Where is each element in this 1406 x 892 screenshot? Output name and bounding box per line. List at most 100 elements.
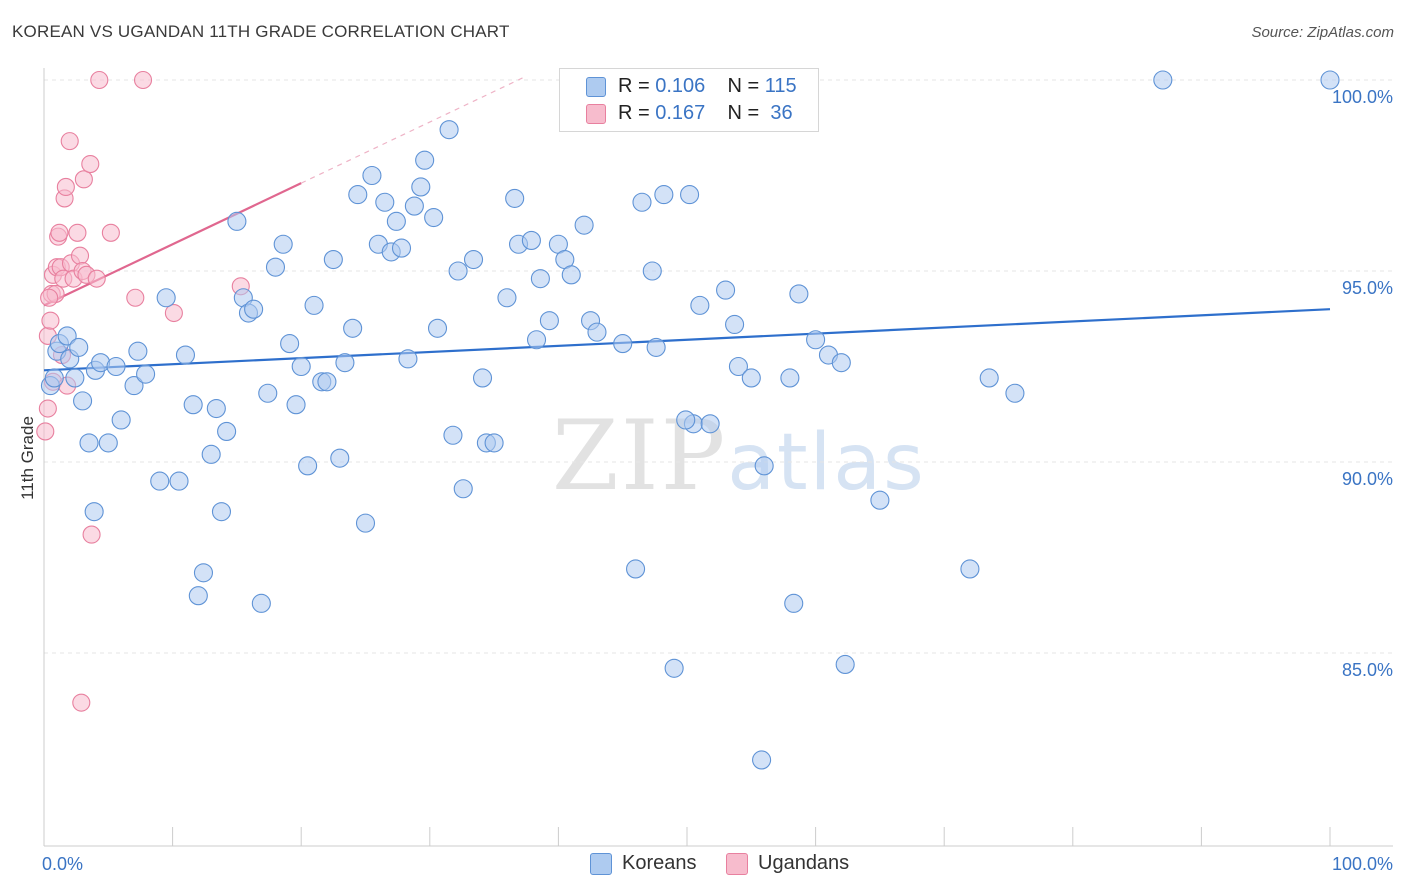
grid xyxy=(44,79,1393,654)
ugandan-point xyxy=(70,246,90,265)
korean-point xyxy=(286,395,306,415)
korean-point xyxy=(835,654,855,675)
korean-point xyxy=(106,356,126,377)
korean-point xyxy=(1153,70,1173,90)
korean-point xyxy=(84,502,104,522)
korean-point xyxy=(206,398,226,419)
korean-point xyxy=(979,368,999,388)
korean-point xyxy=(870,490,890,510)
korean-point xyxy=(664,658,684,678)
korean-point xyxy=(716,280,736,300)
ugandans-trend-line xyxy=(43,182,302,307)
korean-point xyxy=(330,448,350,468)
korean-point xyxy=(754,456,774,476)
korean-point xyxy=(700,414,720,434)
korean-point xyxy=(69,337,89,357)
korean-point xyxy=(453,479,473,499)
korean-point xyxy=(280,334,300,354)
korean-point xyxy=(298,456,318,476)
korean-point xyxy=(505,188,525,208)
ugandan-point xyxy=(60,132,79,151)
ugandans-r-value: 0.167 xyxy=(655,102,706,124)
korean-point xyxy=(124,376,144,396)
korean-point xyxy=(348,185,368,205)
koreans-legend-swatch xyxy=(590,853,612,875)
korean-point xyxy=(587,322,607,342)
korean-point xyxy=(355,513,376,533)
y-tick-label: 100.0% xyxy=(1332,87,1393,107)
korean-point xyxy=(335,353,355,373)
korean-point xyxy=(690,295,710,315)
korean-point xyxy=(725,314,745,335)
ugandan-point xyxy=(126,288,145,307)
ugandan-point xyxy=(56,177,75,197)
korean-point xyxy=(291,356,311,377)
korean-point xyxy=(539,311,559,331)
korean-point xyxy=(654,185,674,205)
korean-point xyxy=(411,177,431,197)
ugandan-point xyxy=(87,269,106,288)
korean-point xyxy=(386,211,406,231)
ugandans-trend-extension xyxy=(300,75,527,184)
korean-point xyxy=(427,318,448,338)
korean-point xyxy=(484,433,504,453)
korean-point xyxy=(626,559,646,579)
korean-point xyxy=(574,215,594,235)
korean-point xyxy=(251,593,271,613)
koreans-r-value: 0.106 xyxy=(655,75,706,97)
ugandans-points xyxy=(36,70,250,712)
korean-point xyxy=(741,368,761,388)
ugandan-point xyxy=(41,311,60,330)
korean-point xyxy=(1005,383,1025,403)
korean-point xyxy=(44,368,64,388)
koreans-n-value: 115 xyxy=(764,75,797,97)
y-tick-label: 95.0% xyxy=(1342,278,1393,298)
ugandan-point xyxy=(90,70,109,90)
korean-point xyxy=(960,559,980,579)
korean-point xyxy=(57,326,77,346)
stats-legend: R = 0.106 N = 115 R = 0.167 N = 36 xyxy=(559,68,819,132)
korean-point xyxy=(443,425,463,445)
korean-point xyxy=(111,410,131,430)
axes xyxy=(43,68,1393,847)
ugandans-legend-swatch xyxy=(726,853,748,875)
korean-point xyxy=(415,150,435,170)
korean-point xyxy=(136,364,156,384)
ugandan-point xyxy=(81,154,100,174)
korean-point xyxy=(398,349,418,369)
korean-point xyxy=(73,391,93,411)
korean-point xyxy=(217,421,237,441)
korean-point xyxy=(806,330,826,350)
korean-point xyxy=(362,165,382,186)
korean-point xyxy=(258,383,278,403)
y-axis-label: 11th Grade xyxy=(18,416,37,500)
korean-point xyxy=(676,410,696,430)
korean-point xyxy=(343,318,363,338)
korean-point xyxy=(646,337,666,357)
ugandan-point xyxy=(68,223,87,242)
ugandan-point xyxy=(36,422,55,441)
korean-point xyxy=(613,334,633,354)
ugandan-point xyxy=(38,399,57,418)
korean-point xyxy=(1320,70,1340,90)
ugandan-point xyxy=(74,170,93,189)
ticks: 85.0% 90.0% 95.0% 100.0% 0.0% 100.0% xyxy=(42,87,1393,874)
korean-point xyxy=(244,299,264,319)
korean-point xyxy=(227,211,247,231)
koreans-swatch xyxy=(586,77,606,97)
korean-point xyxy=(65,368,85,388)
trend-lines xyxy=(43,75,1331,372)
ugandan-point xyxy=(164,303,183,323)
korean-point xyxy=(150,471,170,491)
koreans-legend-label: Koreans xyxy=(622,852,697,874)
korean-point xyxy=(375,192,395,212)
korean-point xyxy=(497,288,517,308)
korean-point xyxy=(448,261,468,281)
korean-point xyxy=(463,249,484,270)
korean-point xyxy=(193,563,214,583)
ugandan-point xyxy=(72,693,91,712)
korean-point xyxy=(175,345,196,365)
koreans-n-label: N = xyxy=(727,75,765,97)
ugandan-point xyxy=(133,70,153,90)
korean-point xyxy=(526,330,547,350)
